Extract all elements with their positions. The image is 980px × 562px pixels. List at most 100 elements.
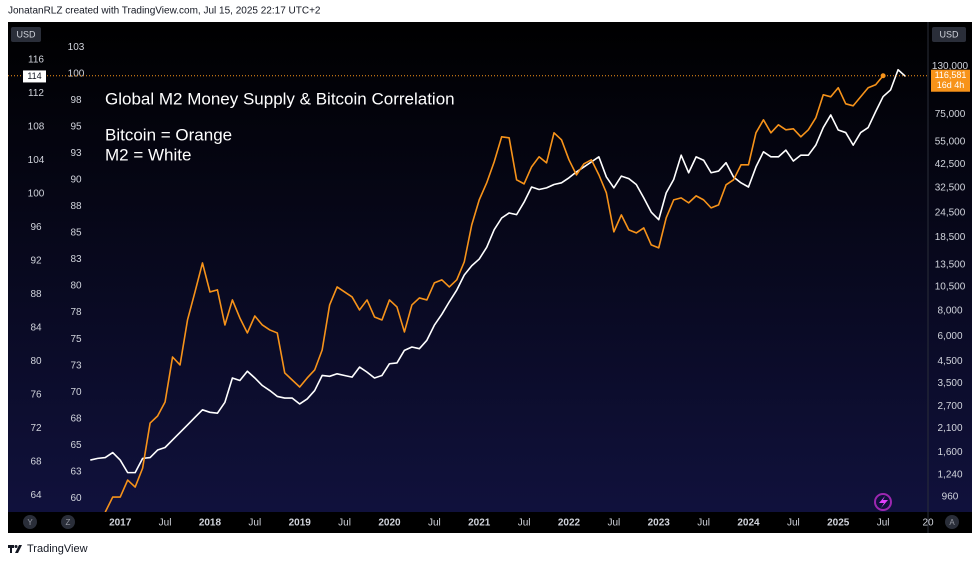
y-tick-label: 116 [28,54,44,65]
y2-tick-label: 95 [70,122,82,133]
y3-tick-label: 3,500 [937,378,962,389]
countdown: 16d 4h [937,80,965,90]
y2-tick-label: 73 [70,360,82,371]
x-tick-label: 2022 [558,518,581,529]
y3-tick-label: 24,500 [935,207,966,218]
y-tick-label: 64 [30,490,42,501]
y2-tick-label: 60 [70,493,82,504]
y2-tick-label: 88 [70,201,82,212]
y3-tick-label: 13,500 [935,260,966,271]
x-tick-label: 2023 [648,518,671,529]
price-label: 116,581 [935,70,967,80]
annotation: Bitcoin = Orange [105,125,232,144]
y-tick-label: 96 [30,222,42,233]
axes: 64 68 72 76 80 84 88 92 96 100 104 108 112 116 60 63 65 6… [28,42,969,529]
y2-tick-label: 65 [70,440,82,451]
plot [8,68,928,512]
price-box [931,69,970,92]
y-tick-label: 76 [30,389,42,400]
y-tick-label: 104 [28,155,45,166]
x-tick-label: Jul [787,518,800,529]
x-tick-label: 2018 [199,518,222,529]
left-unit[interactable]: USD [16,29,36,39]
y-tick-label: 92 [30,255,42,266]
y2-tick-label: 85 [70,228,82,239]
button-label[interactable]: Y [27,518,33,527]
y-tick-label: 112 [28,88,44,99]
x-tick-label: 2019 [289,518,312,529]
chart-title: Global M2 Money Supply & Bitcoin Correla… [105,89,455,108]
y3-tick-label: 18,500 [935,232,966,243]
y3-tick-label: 960 [942,492,959,503]
button-label[interactable]: A [949,518,955,527]
y3-tick-label: 8,000 [937,306,962,317]
y2-tick-label: 93 [70,148,82,159]
button[interactable] [23,515,37,529]
y-tick-label: 80 [30,356,42,367]
button[interactable] [945,515,959,529]
x-tick-label: Jul [607,518,620,529]
last-point [880,73,886,79]
y2-tick-label: 75 [70,334,82,345]
x-tick-label: 2021 [468,518,491,529]
y2-tick-label: 80 [70,281,82,292]
y2-tick-label: 100 [68,69,85,80]
y-tick-label: 84 [30,322,42,333]
y-tick-label: 88 [30,289,42,300]
y2-tick-label: 90 [70,175,82,186]
y3-tick-label: 32,500 [935,183,966,194]
x-tick-label: 2017 [109,518,132,529]
y3-tick-label: 130,000 [932,61,969,72]
x-tick-label: Jul [159,518,172,529]
y3-tick-label: 10,500 [935,282,966,293]
y3-tick-label: 42,500 [935,159,966,170]
x-tick-label: Jul [338,518,351,529]
y3-tick-label: 75,000 [935,109,966,120]
series-line [90,68,907,474]
x-tick-label: 20 [922,518,934,529]
y3-tick-label: 4,500 [937,356,962,367]
y2-tick-label: 78 [70,307,82,318]
x-tick-label: Jul [877,518,890,529]
button-label[interactable]: Z [66,518,71,527]
unit-box[interactable] [932,27,966,42]
button[interactable] [61,515,75,529]
chart-background [8,22,972,533]
footer-brand: TradingView [27,543,88,555]
last-value-box [23,70,46,83]
annotation: M2 = White [105,145,191,164]
unit-box[interactable] [11,27,41,42]
y2-tick-label: 68 [70,413,82,424]
x-tick-label: 2024 [737,518,760,529]
y-tick-label: 100 [28,188,45,199]
y2-tick-label: 70 [70,387,82,398]
y2-tick-label: 83 [70,254,82,265]
x-tick-label: 2020 [378,518,401,529]
right-unit[interactable]: USD [939,29,959,39]
logo-icon [874,493,892,511]
y-tick-label: 108 [28,121,45,132]
x-tick-label: Jul [518,518,531,529]
x-tick-label: Jul [248,518,261,529]
y-tick-label: 72 [30,423,42,434]
x-tick-label: 2025 [827,518,850,529]
y-tick-label: 68 [30,456,42,467]
y3-tick-label: 2,700 [937,401,962,412]
header-text: JonatanRLZ created with TradingView.com,… [8,6,321,17]
y3-tick-label: 2,100 [937,423,962,434]
y3-tick-label: 55,000 [935,136,966,147]
footer-logo [8,545,22,553]
y3-tick-label: 1,240 [937,469,962,480]
y3-tick-label: 1,600 [937,447,962,458]
y2-tick-label: 103 [68,42,85,53]
y2-tick-label: 63 [70,466,82,477]
y3-tick-label: 6,000 [937,331,962,342]
last-value-label: 114 [27,71,41,81]
x-tick-label: Jul [428,518,441,529]
x-axis-strip [8,512,972,533]
x-tick-label: Jul [697,518,710,529]
series-line [104,75,884,512]
y2-tick-label: 98 [70,95,82,106]
